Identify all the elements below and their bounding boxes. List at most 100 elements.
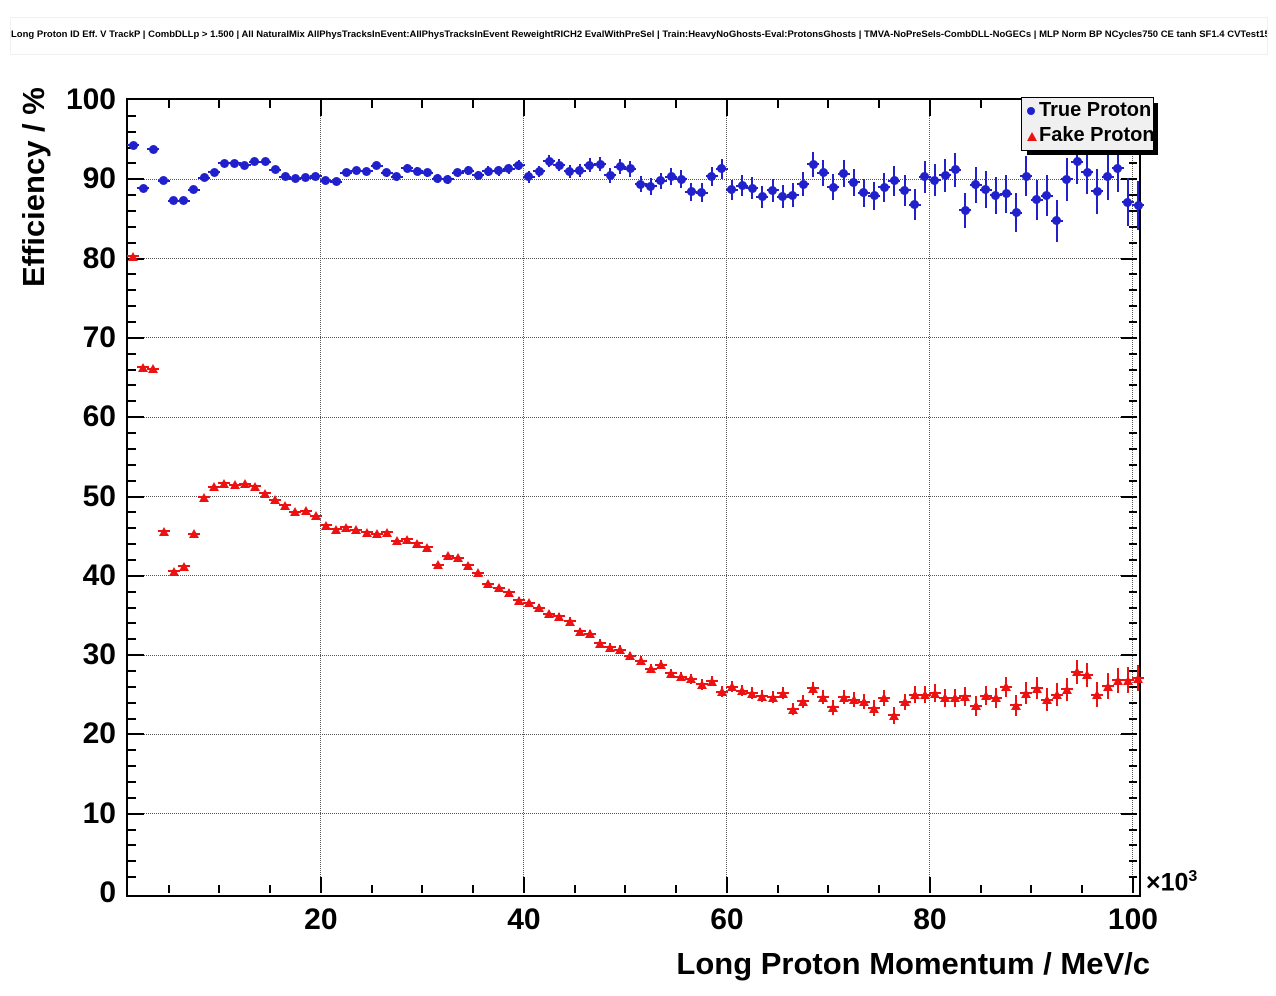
data-point-fake-proton [361, 527, 372, 537]
y-tick-label: 40 [82, 558, 116, 592]
x-tick-label: 20 [304, 903, 338, 936]
data-point-fake-proton [523, 598, 534, 608]
data-point-fake-proton [645, 664, 656, 674]
plot-frame [126, 98, 1141, 897]
y-tick-right [1129, 558, 1137, 561]
data-point-true-proton [697, 188, 707, 198]
y-tick-right [1129, 384, 1137, 387]
data-point-fake-proton [970, 701, 981, 711]
y-tick-right [1129, 289, 1137, 292]
data-point-fake-proton [950, 693, 961, 703]
y-tick [128, 654, 144, 657]
y-tick-right [1129, 701, 1137, 704]
data-point-true-proton [859, 188, 869, 198]
x-tick [421, 885, 424, 893]
y-tick-label: 30 [82, 638, 116, 672]
gridline-horizontal [128, 496, 1137, 497]
data-point-fake-proton [635, 656, 646, 666]
x-tick-label: 40 [507, 903, 541, 936]
x-axis-title: Long Proton Momentum / MeV/c [676, 946, 1150, 981]
data-point-fake-proton [1102, 681, 1113, 691]
x-tick-top [624, 100, 627, 108]
data-point-fake-proton [909, 690, 920, 700]
data-point-true-proton [849, 177, 859, 187]
data-point-true-proton [605, 170, 615, 180]
data-point-fake-proton [463, 560, 474, 570]
data-point-true-proton [991, 190, 1001, 200]
data-point-true-proton [372, 161, 382, 171]
y-tick-right [1129, 273, 1137, 276]
data-point-true-proton [1001, 189, 1011, 199]
y-tick [128, 749, 136, 752]
data-point-fake-proton [320, 520, 331, 530]
data-point-true-proton [828, 182, 838, 192]
data-point-true-proton [473, 170, 483, 180]
y-tick-right [1121, 416, 1137, 419]
data-point-true-proton [778, 192, 788, 202]
data-point-true-proton [768, 185, 778, 195]
y-tick [128, 400, 136, 403]
data-point-true-proton [463, 166, 473, 176]
y-tick-right [1121, 336, 1137, 339]
y-tick-label: 100 [65, 83, 116, 116]
data-point-true-proton [900, 185, 910, 195]
data-point-fake-proton [1112, 675, 1123, 685]
y-tick [128, 368, 136, 371]
x-tick-top [573, 100, 576, 108]
data-point-true-proton [321, 176, 331, 186]
data-point-fake-proton [432, 560, 443, 570]
x-tick-top [522, 100, 525, 116]
data-point-fake-proton [726, 682, 737, 692]
y-tick-right [1121, 654, 1137, 657]
data-point-fake-proton [1021, 688, 1032, 698]
x-tick-top [878, 100, 881, 108]
y-tick-right [1129, 225, 1137, 228]
data-point-fake-proton [1001, 682, 1012, 692]
data-point-true-proton [615, 162, 625, 172]
data-point-fake-proton [828, 702, 839, 712]
data-point-fake-proton [1133, 673, 1143, 683]
y-tick [128, 796, 136, 799]
x-tick [827, 885, 830, 893]
data-point-fake-proton [402, 534, 413, 544]
y-tick-right [1121, 257, 1137, 260]
data-point-fake-proton [848, 695, 859, 704]
y-tick [128, 622, 136, 625]
data-point-fake-proton [229, 480, 240, 490]
y-tick-right [1129, 368, 1137, 371]
data-point-true-proton [412, 166, 422, 176]
x-tick-top [776, 100, 779, 108]
x-tick [1081, 885, 1084, 893]
data-point-fake-proton [209, 482, 220, 492]
legend-label: True Proton [1039, 99, 1152, 121]
y-tick [128, 225, 136, 228]
y-tick-right [1129, 828, 1137, 831]
data-point-true-proton [341, 168, 351, 178]
data-point-true-proton [575, 166, 585, 176]
data-point-fake-proton [798, 696, 809, 706]
y-tick [128, 765, 136, 768]
data-point-fake-proton [605, 642, 616, 652]
data-point-true-proton [280, 172, 290, 182]
y-tick-right [1129, 241, 1137, 244]
exponent-power: 3 [1188, 868, 1198, 885]
data-point-true-proton [443, 174, 453, 184]
legend-item-fake-proton: Fake Proton [1022, 123, 1155, 148]
data-point-fake-proton [503, 587, 514, 597]
data-point-fake-proton [584, 629, 595, 639]
x-tick [1030, 885, 1033, 893]
y-tick-right [1129, 717, 1137, 720]
data-point-true-proton [747, 183, 757, 193]
data-point-true-proton [636, 179, 646, 189]
data-point-true-proton [625, 164, 635, 174]
y-tick-right [1129, 479, 1137, 482]
data-point-true-proton [311, 171, 321, 181]
data-point-true-proton [209, 167, 219, 177]
gridline-horizontal [128, 813, 1137, 815]
y-tick-label: 90 [82, 162, 116, 196]
data-point-fake-proton [310, 511, 321, 521]
x-tick [218, 885, 221, 893]
data-point-true-proton [128, 140, 138, 150]
y-tick-label: 60 [82, 400, 116, 434]
